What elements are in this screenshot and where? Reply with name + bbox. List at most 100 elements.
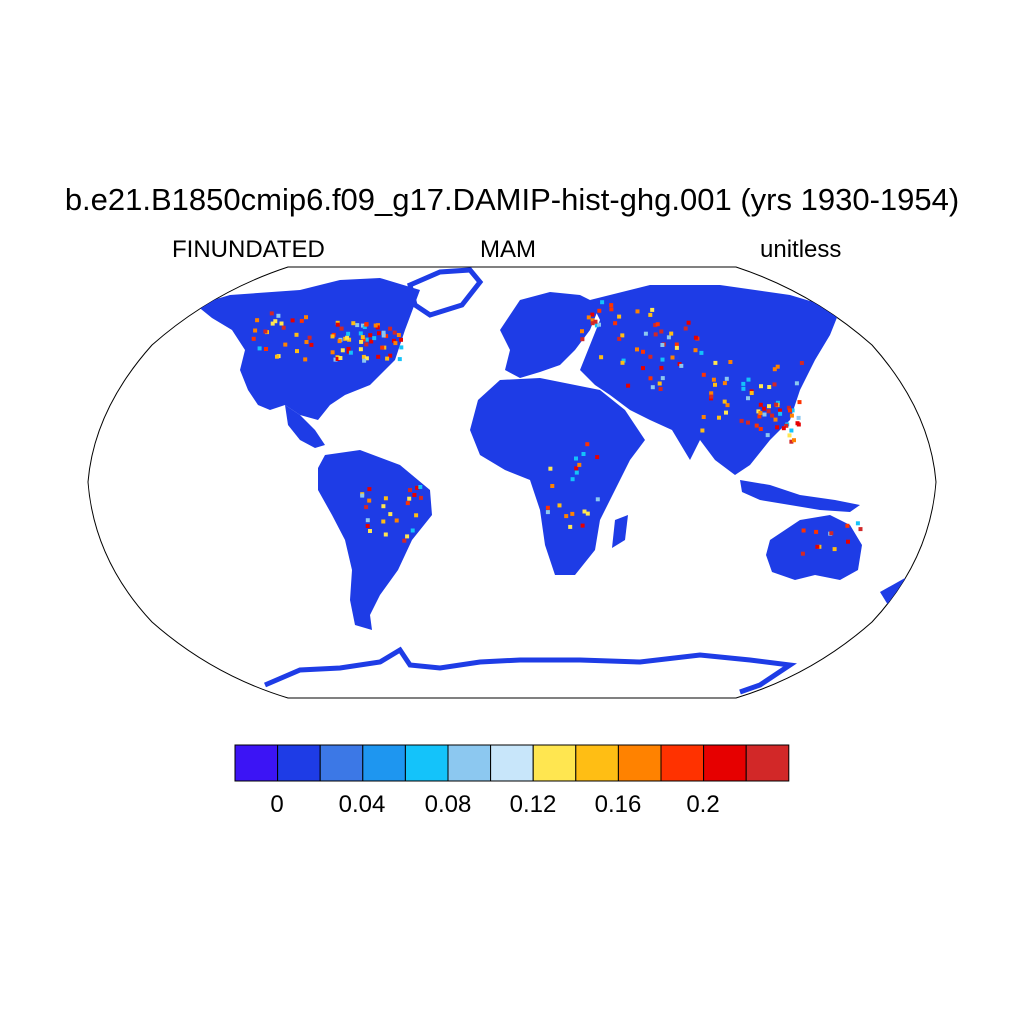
hotspot-cell [600,300,605,305]
hotspot-cell [797,400,802,405]
hotspot-cell [564,514,569,519]
hotspot-cell [846,539,850,544]
hotspot-cell [294,332,299,337]
hotspot-cell [670,355,675,360]
hotspot-cell [364,342,369,347]
hotspot-cell [360,335,365,340]
hotspot-cell [655,322,660,327]
hotspot-cell [257,346,262,351]
hotspot-cell [832,547,837,552]
hotspot-cell [757,414,762,419]
hotspot-cell [815,544,820,549]
hotspot-cell [754,423,759,428]
hotspot-cell [621,358,626,363]
hotspot-cell [597,308,602,313]
hotspot-cell [255,318,260,323]
hotspot-cell [407,496,412,501]
colorbar-box [703,744,747,782]
hotspot-cell [609,303,614,308]
hotspot-cell [829,531,834,536]
hotspot-cell [648,354,653,359]
hotspot-cell [383,496,388,501]
hotspot-cell [795,421,800,426]
hotspot-cell [801,528,806,533]
hotspot-cell [373,323,378,328]
hotspot-cell [303,357,308,362]
hotspot-cell [749,391,754,395]
hotspot-cell [674,345,679,350]
hotspot-cell [359,339,364,344]
hotspot-cell [399,345,404,350]
hotspot-cell [746,420,750,425]
inundation-hotspots [251,300,863,556]
hotspot-cell [741,381,746,386]
hotspot-cell [548,466,553,471]
hotspot-cell [659,329,664,334]
hotspot-cell [774,402,779,407]
hotspot-cell [335,322,340,327]
hotspot-cell [792,438,796,443]
hotspot-cell [741,386,746,391]
hotspot-cell [402,538,407,543]
hotspot-cell [814,529,819,534]
hotspot-cell [273,319,278,324]
hotspot-cell [794,381,799,386]
land-maritime-southeast-asia [740,480,860,512]
hotspot-cell [796,415,801,420]
hotspot-cell [666,335,671,340]
colorbar-box [447,744,492,782]
hotspot-cell [713,360,718,365]
hotspot-cell [759,384,763,389]
colorbar-tick-label: 0.2 [686,791,720,818]
colorbar-box [660,744,705,782]
hotspot-cell [263,329,268,334]
hotspot-cell [367,498,372,503]
hotspot-cell [617,336,622,341]
hotspot-cell [585,511,590,516]
hotspot-cell [686,320,691,325]
hotspot-cell [545,510,550,515]
hotspot-cell [405,501,410,506]
land-greenland [407,267,484,318]
colorbar-tick-label: 0 [270,791,284,818]
hotspot-cell [384,334,389,339]
hotspot-cell [582,509,587,514]
hotspot-cell [365,524,370,528]
hotspot-cell [580,523,585,528]
land-north-america [196,278,420,420]
hotspot-cell [405,534,410,539]
hotspot-cell [709,394,714,399]
hotspot-cell [361,337,366,342]
hotspot-cell [728,360,733,364]
hotspot-cell [701,415,706,419]
hotspot-cell [693,335,698,340]
hotspot-cell [283,342,288,347]
hotspot-cell [279,321,284,326]
hotspot-cell [276,313,281,318]
hotspot-cell [333,357,338,362]
hotspot-cell [669,331,674,336]
hotspot-cell [388,353,393,358]
land-new-zealand [880,578,908,605]
colorbar-box [362,744,406,782]
hotspot-cell [380,345,385,350]
hotspot-cell [361,354,366,359]
hotspot-cell [775,364,780,369]
hotspot-cell [746,396,750,401]
hotspot-cell [330,350,335,355]
hotspot-cell [635,309,640,314]
hotspot-cell [399,337,403,342]
hotspot-cell [381,330,386,335]
hotspot-cell [762,406,767,411]
colorbar-box [617,744,662,782]
hotspot-cell [338,356,343,360]
hotspot-cell [550,484,555,488]
hotspot-cell [653,332,658,337]
hotspot-cell [364,322,369,327]
hotspot-cell [418,485,423,489]
hotspot-cell [858,527,863,532]
hotspot-cell [408,488,412,493]
hotspot-cell [784,423,789,428]
variable-label: FINUNDATED [172,236,325,263]
